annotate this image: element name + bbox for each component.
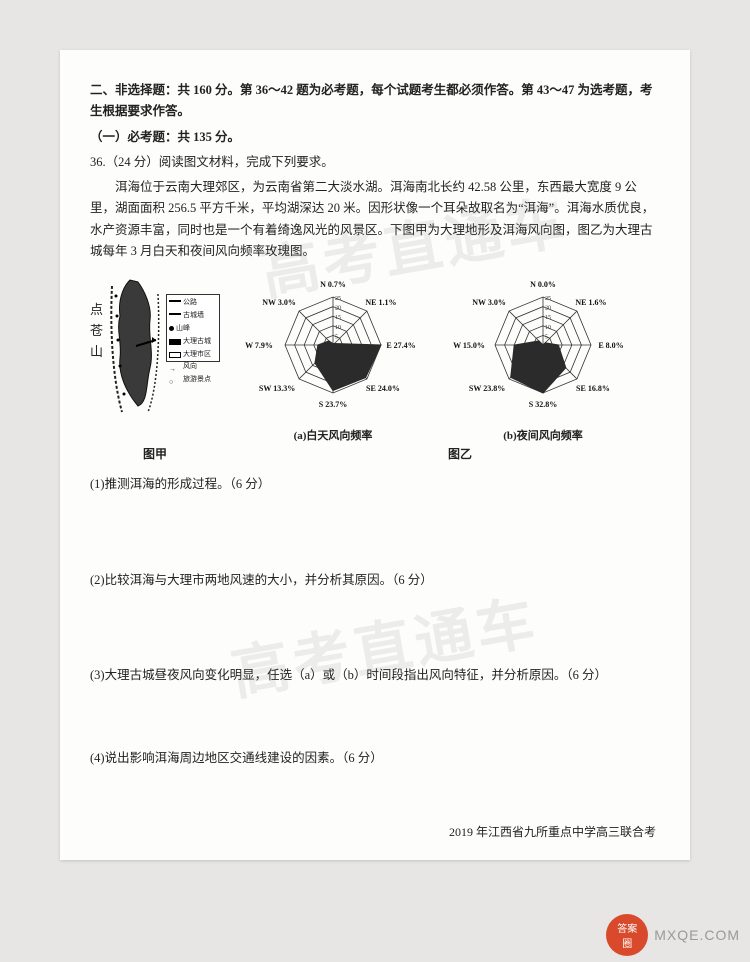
page-footer: 2019 年江西省九所重点中学高三联合考: [449, 822, 656, 842]
subq-3: (3)大理古城昼夜风向变化明显，任选（a）或（b）时间段指出风向特征，并分析原因…: [90, 665, 660, 686]
figcap-left: 图甲: [90, 444, 220, 464]
lg-wall: 古城墙: [183, 310, 204, 322]
svg-text:NW 3.0%: NW 3.0%: [472, 298, 506, 307]
lg-oldcity: 大理古城: [183, 336, 211, 348]
section-heading: 二、非选择题：共 160 分。第 36～42 题为必考题，每个试题考生都必须作答…: [90, 80, 660, 123]
svg-text:25: 25: [335, 296, 341, 302]
answer-space-3: [90, 690, 660, 748]
figure-caption-row: 图甲 图乙: [90, 444, 660, 464]
erhai-lake-shape: [108, 276, 164, 416]
answer-space-2: [90, 595, 660, 665]
q36-line: 36.（24 分）阅读图文材料，完成下列要求。: [90, 152, 660, 173]
svg-text:W 15.0%: W 15.0%: [453, 341, 485, 350]
svg-text:NE 1.6%: NE 1.6%: [575, 298, 606, 307]
svg-text:E 27.4%: E 27.4%: [386, 341, 415, 350]
badge-bot: 圈: [622, 935, 632, 950]
map-legend: 公路 古城墙 山峰 大理古城 大理市区 →风向 ○旅游景点: [166, 294, 220, 362]
svg-text:SW 13.3%: SW 13.3%: [259, 384, 295, 393]
passage: 洱海位于云南大理郊区，为云南省第二大淡水湖。洱海南北长约 42.58 公里，东西…: [90, 177, 660, 262]
subq-4: (4)说出影响洱海周边地区交通线建设的因素。（6 分）: [90, 748, 660, 769]
svg-text:N 0.0%: N 0.0%: [530, 280, 556, 289]
svg-text:5: 5: [545, 334, 548, 340]
section-sub1: （一）必考题：共 135 分。: [90, 127, 660, 148]
subq-1: (1)推测洱海的形成过程。（6 分）: [90, 474, 660, 495]
lg-road: 公路: [183, 297, 197, 309]
svg-text:SW 23.8%: SW 23.8%: [469, 384, 505, 393]
svg-text:15: 15: [335, 315, 341, 321]
radar-b-box: 5 10 15 20 25 N 0.0% NE 1.6% E 8.0% SE 16.8% S 32…: [438, 268, 648, 438]
svg-text:W 7.9%: W 7.9%: [245, 341, 273, 350]
badge-circle: 答案 圈: [606, 914, 648, 956]
map-figure: 公路 古城墙 山峰 大理古城 大理市区 →风向 ○旅游景点: [90, 268, 220, 428]
radar-a-box: 5 10 15 20 25 N 0.7% NE 1.1% E 27.4% SE 24.0% S 2…: [228, 268, 438, 438]
svg-text:S 32.8%: S 32.8%: [529, 400, 557, 409]
svg-text:20: 20: [545, 306, 551, 312]
subq-2: (2)比较洱海与大理市两地风速的大小，并分析其原因。（6 分）: [90, 570, 660, 591]
figure-row: 公路 古城墙 山峰 大理古城 大理市区 →风向 ○旅游景点 5 10 15 20 25 N…: [90, 268, 660, 438]
lg-spot: 旅游景点: [183, 374, 211, 386]
svg-text:SE 16.8%: SE 16.8%: [576, 384, 610, 393]
badge-site: MXQE.COM: [654, 927, 740, 943]
svg-text:N 0.7%: N 0.7%: [320, 280, 346, 289]
radar-a-caption: (a)白天风向频率: [228, 427, 438, 446]
svg-text:15: 15: [545, 315, 551, 321]
svg-text:10: 10: [545, 325, 551, 331]
svg-text:E 8.0%: E 8.0%: [598, 341, 623, 350]
svg-text:SE 24.0%: SE 24.0%: [366, 384, 400, 393]
exam-page: 高考直通车 高考直通车 二、非选择题：共 160 分。第 36～42 题为必考题…: [60, 50, 690, 860]
badge-top: 答案: [617, 920, 637, 935]
radar-b-caption: (b)夜间风向频率: [438, 427, 648, 446]
svg-text:S 23.7%: S 23.7%: [319, 400, 347, 409]
site-badge: 答案 圈 MXQE.COM: [606, 914, 740, 956]
lg-peak: 山峰: [176, 323, 190, 335]
radar-chart-b: 5 10 15 20 25 N 0.0% NE 1.6% E 8.0% SE 16.8% S 32…: [438, 268, 648, 418]
figcap-right: 图乙: [260, 444, 660, 464]
svg-text:NE 1.1%: NE 1.1%: [365, 298, 396, 307]
answer-space-1: [90, 500, 660, 570]
svg-text:25: 25: [545, 296, 551, 302]
svg-text:NW 3.0%: NW 3.0%: [262, 298, 296, 307]
radar-chart-a: 5 10 15 20 25 N 0.7% NE 1.1% E 27.4% SE 24.0% S 2…: [228, 268, 438, 418]
svg-text:10: 10: [335, 325, 341, 331]
lg-wind: 风向: [183, 361, 197, 373]
svg-text:20: 20: [335, 306, 341, 312]
svg-text:5: 5: [335, 334, 338, 340]
lg-city: 大理市区: [183, 349, 211, 361]
